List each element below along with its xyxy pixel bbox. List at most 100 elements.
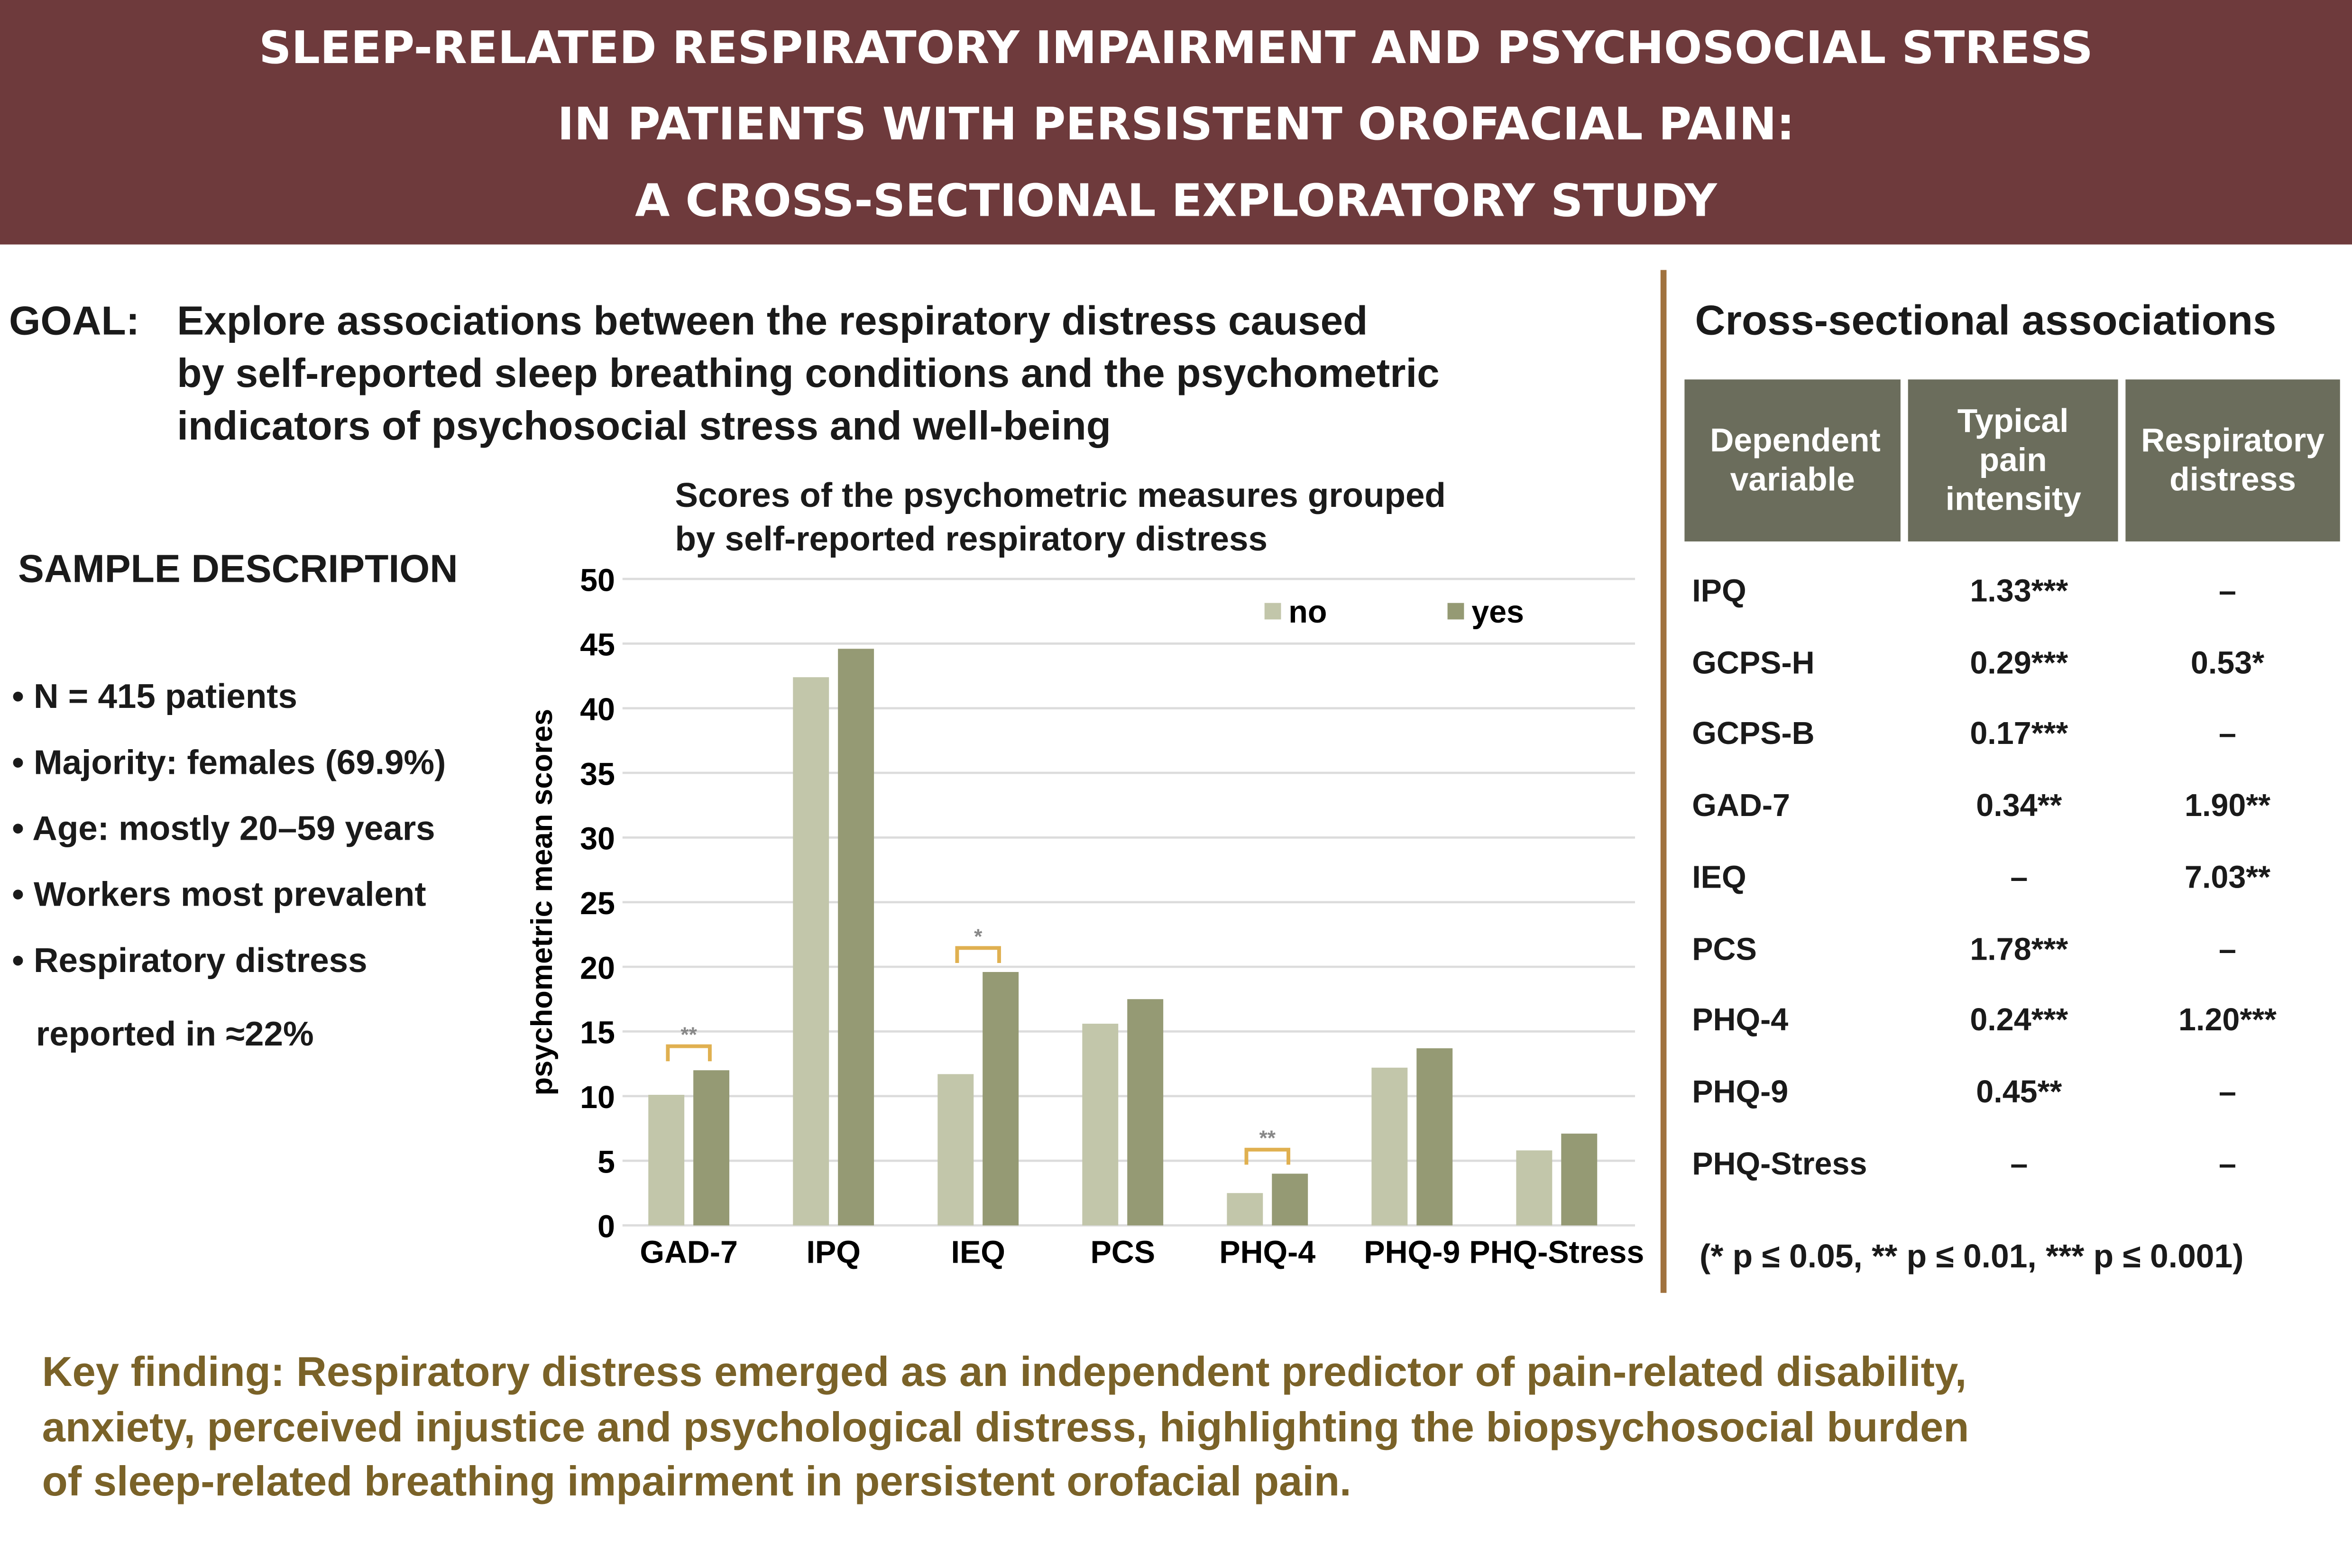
key-line: of sleep-related breathing impairment in… bbox=[42, 1458, 1351, 1504]
y-tick-label: 40 bbox=[580, 692, 615, 727]
y-axis-label: psychometric mean scores bbox=[525, 709, 559, 1096]
x-tick-label: PHQ-Stress bbox=[1469, 1235, 1644, 1270]
divider bbox=[1660, 270, 1667, 1293]
bar-no-ipq bbox=[793, 677, 829, 1226]
goal-line: by self-reported sleep breathing conditi… bbox=[177, 351, 1440, 396]
y-tick-label: 20 bbox=[580, 951, 615, 986]
bar-chart: 0 5 10 15 20 25 30 35 40 45 50 psychometric mean sc… bbox=[525, 563, 1644, 1270]
significance-stars: ** bbox=[680, 1023, 697, 1046]
x-tick-label: IEQ bbox=[951, 1235, 1005, 1270]
goal-section: GOAL: Explore associations between the r… bbox=[9, 295, 1659, 453]
table-cell: 0.29*** bbox=[1970, 646, 2068, 681]
table-cell: 7.03** bbox=[2185, 861, 2271, 895]
table-row: PCS 1.78*** – bbox=[1692, 932, 2352, 977]
table-row: PHQ-9 0.45** – bbox=[1692, 1075, 2352, 1120]
chart-title-line: by self-reported respiratory distress bbox=[675, 519, 1268, 558]
y-tick-label: 10 bbox=[580, 1080, 615, 1115]
y-tick-label: 5 bbox=[597, 1145, 615, 1180]
x-tick-label: PCS bbox=[1090, 1235, 1155, 1270]
table-row: IPQ 1.33*** – bbox=[1692, 575, 2352, 620]
significance-stars: ** bbox=[1259, 1127, 1276, 1150]
legend-swatch-no bbox=[1264, 603, 1281, 620]
bar-no-gad-7 bbox=[648, 1095, 685, 1226]
table-header-respiratory: Respiratory distress bbox=[2125, 379, 2340, 541]
sample-item: reported in ≈22% bbox=[36, 1014, 314, 1053]
table-cell: – bbox=[2219, 1146, 2236, 1182]
header-label: Respiratory distress bbox=[2141, 421, 2324, 498]
bar-no-phq-4 bbox=[1227, 1193, 1263, 1226]
goal-label: GOAL: bbox=[9, 298, 140, 344]
y-tick-label: 50 bbox=[580, 563, 615, 598]
significance-bracket bbox=[1244, 1147, 1291, 1165]
table-cell: – bbox=[2010, 1146, 2028, 1182]
bar-yes-phq-4 bbox=[1272, 1174, 1308, 1226]
significance-bracket bbox=[666, 1044, 712, 1062]
chart-title-line: Scores of the psychometric measures grou… bbox=[675, 475, 1446, 515]
y-tick-label: 0 bbox=[597, 1210, 615, 1245]
bar-yes-phq-9 bbox=[1416, 1048, 1453, 1226]
table-cell: 0.45** bbox=[1976, 1075, 2062, 1110]
table-cell: GCPS-H bbox=[1692, 646, 1815, 681]
table-cell: PHQ-4 bbox=[1692, 1003, 1789, 1038]
table-cell: 1.33*** bbox=[1970, 574, 2068, 609]
table-cell: – bbox=[2219, 1075, 2236, 1110]
table-cell: IPQ bbox=[1692, 574, 1746, 609]
header-label: Typical pain intensity bbox=[1945, 402, 2081, 518]
legend-swatch-yes bbox=[1447, 603, 1464, 620]
y-tick-label: 35 bbox=[580, 757, 615, 792]
bar-yes-phq-stress bbox=[1561, 1133, 1598, 1226]
table-row: IEQ – 7.03** bbox=[1692, 861, 2352, 906]
table-cell: 0.17*** bbox=[1970, 717, 2068, 752]
y-tick-label: 30 bbox=[580, 822, 615, 857]
table-cell: 1.90** bbox=[2185, 789, 2271, 824]
significance-note: (* p ≤ 0.05, ** p ≤ 0.01, *** p ≤ 0.001) bbox=[1700, 1237, 2244, 1275]
significance-bracket bbox=[955, 946, 1001, 963]
table-row: GAD-7 0.34** 1.90** bbox=[1692, 789, 2352, 834]
table-row: PHQ-Stress – – bbox=[1692, 1147, 2352, 1192]
sample-item: • Majority: females (69.9%) bbox=[12, 742, 446, 782]
bar-yes-ipq bbox=[838, 649, 874, 1226]
y-tick-label: 45 bbox=[580, 628, 615, 663]
header-label: Dependent variable bbox=[1710, 421, 1881, 498]
table-cell: GAD-7 bbox=[1692, 789, 1790, 824]
table-row: GCPS-H 0.29*** 0.53* bbox=[1692, 646, 2352, 691]
table-row: GCPS-B 0.17*** – bbox=[1692, 717, 2352, 762]
sample-item: • Age: mostly 20–59 years bbox=[12, 808, 435, 848]
table-cell: PHQ-9 bbox=[1692, 1075, 1789, 1110]
key-line: Key finding: Respiratory distress emerge… bbox=[42, 1348, 1967, 1395]
bar-yes-pcs bbox=[1127, 999, 1164, 1226]
table-cell: PHQ-Stress bbox=[1692, 1146, 1867, 1182]
table-cell: IEQ bbox=[1692, 861, 1746, 895]
goal-line: Explore associations between the respira… bbox=[177, 298, 1368, 344]
y-tick-label: 25 bbox=[580, 886, 615, 921]
bar-no-pcs bbox=[1082, 1024, 1119, 1226]
poster-title: SLEEP-RELATED RESPIRATORY IMPAIRMENT AND… bbox=[0, 0, 2352, 245]
significance-stars: * bbox=[974, 925, 983, 948]
title-line: SLEEP-RELATED RESPIRATORY IMPAIRMENT AND… bbox=[259, 22, 2093, 75]
table-cell: – bbox=[2010, 861, 2028, 895]
table-header-pain: Typical pain intensity bbox=[1908, 379, 2118, 541]
table-cell: – bbox=[2219, 932, 2236, 967]
table-cell: GCPS-B bbox=[1692, 717, 1815, 752]
x-tick-label: IPQ bbox=[806, 1235, 860, 1270]
table-cell: 0.53* bbox=[2190, 646, 2265, 681]
goal-line: indicators of psychosocial stress and we… bbox=[177, 403, 1111, 449]
x-tick-label: PHQ-9 bbox=[1364, 1235, 1460, 1270]
legend-label-yes: yes bbox=[1471, 595, 1524, 630]
title-line: IN PATIENTS WITH PERSISTENT OROFACIAL PA… bbox=[557, 99, 1795, 152]
table-cell: – bbox=[2219, 574, 2236, 609]
table-cell: 0.24*** bbox=[1970, 1003, 2068, 1038]
bar-no-ieq bbox=[937, 1074, 974, 1226]
table-cell: 1.20*** bbox=[2178, 1003, 2277, 1038]
x-tick-label: PHQ-4 bbox=[1219, 1235, 1315, 1270]
table-row: PHQ-4 0.24*** 1.20*** bbox=[1692, 1004, 2352, 1049]
sample-item: • Respiratory distress bbox=[12, 940, 368, 980]
chart-title: Scores of the psychometric measures grou… bbox=[675, 474, 1445, 561]
table-header-dependent: Dependent variable bbox=[1684, 379, 1901, 541]
sample-item: • N = 415 patients bbox=[12, 676, 298, 715]
key-finding: Key finding: Respiratory distress emerge… bbox=[42, 1345, 2337, 1509]
legend-label-no: no bbox=[1288, 595, 1327, 630]
table-cell: PCS bbox=[1692, 932, 1757, 967]
title-line: A CROSS-SECTIONAL EXPLORATORY STUDY bbox=[635, 175, 1717, 228]
sample-item: • Workers most prevalent bbox=[12, 874, 426, 914]
